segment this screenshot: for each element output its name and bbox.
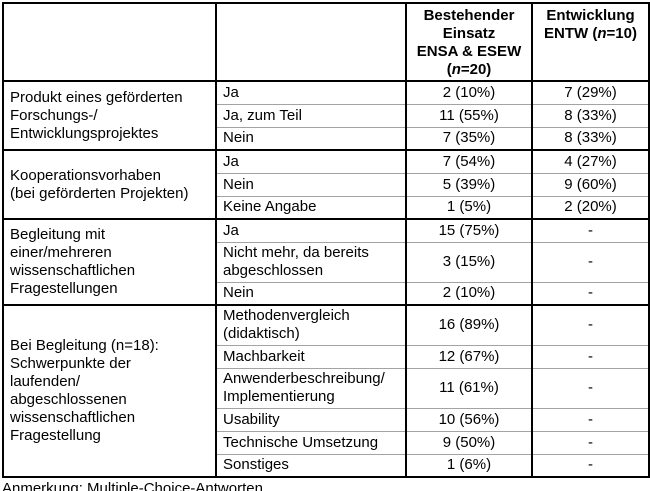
- value-ensa: 2 (10%): [405, 281, 533, 305]
- row-label: Anwenderbeschreibung/ Implementierung: [215, 367, 407, 408]
- row-label: Nein: [215, 281, 407, 305]
- group-label-begleitung: Begleitung mit einer/mehreren wissenscha…: [2, 218, 217, 305]
- table-row: Ja, zum Teil 11 (55%) 8 (33%): [3, 103, 650, 127]
- row-label: Nicht mehr, da bereits abgeschlossen: [215, 241, 407, 282]
- table-row: Usability 10 (56%) -: [3, 407, 650, 431]
- table-row: Nicht mehr, da bereits abgeschlossen 3 (…: [3, 241, 650, 282]
- value-ensa: 15 (75%): [405, 218, 533, 242]
- row-label: Machbarkeit: [215, 344, 407, 368]
- value-entw: 8 (33%): [531, 126, 650, 150]
- value-ensa: 7 (35%): [405, 126, 533, 150]
- value-ensa: 10 (56%): [405, 407, 533, 431]
- table-row: Kooperationsvorhaben (bei geförderten Pr…: [2, 149, 650, 219]
- value-entw: -: [531, 218, 650, 242]
- value-ensa: 3 (15%): [405, 241, 533, 282]
- row-label: Technische Umsetzung: [215, 430, 407, 454]
- value-entw: -: [531, 241, 650, 282]
- header-entw-n: ENTW (n=10): [544, 25, 637, 42]
- row-label: Ja: [215, 149, 407, 173]
- table-row: Anwenderbeschreibung/ Implementierung 11…: [3, 367, 650, 408]
- row-label: Ja: [215, 218, 407, 242]
- group-label-schwerpunkte: Bei Begleitung (n=18): Schwerpunkte der …: [2, 304, 217, 477]
- table-row: Begleitung mit einer/mehreren wissenscha…: [2, 218, 650, 305]
- row-label: Ja, zum Teil: [215, 103, 407, 127]
- value-ensa: 12 (67%): [405, 344, 533, 368]
- value-entw: 9 (60%): [531, 172, 650, 196]
- table-row: Machbarkeit 12 (67%) -: [3, 344, 650, 368]
- table-row: Keine Angabe 1 (5%) 2 (20%): [3, 195, 650, 219]
- n-variable: n: [597, 25, 607, 42]
- header-empty-option: [215, 3, 407, 82]
- value-entw: 2 (20%): [531, 195, 650, 219]
- table-row: Nein 2 (10%) -: [3, 281, 650, 305]
- header-ensa-line3: ENSA & ESEW: [416, 43, 522, 60]
- value-entw: -: [531, 430, 650, 454]
- header-ensa-line2: Einsatz: [442, 25, 496, 42]
- value-ensa: 11 (61%): [405, 367, 533, 408]
- value-entw: -: [531, 453, 650, 477]
- value-entw: -: [531, 344, 650, 368]
- value-entw: -: [531, 367, 650, 408]
- value-ensa: 16 (89%): [405, 304, 533, 345]
- row-label: Methodenvergleich (didaktisch): [215, 304, 407, 345]
- table-row: Nein 7 (35%) 8 (33%): [3, 126, 650, 150]
- header-empty-category: [2, 3, 217, 82]
- value-ensa: 1 (5%): [405, 195, 533, 219]
- row-label: Nein: [215, 126, 407, 150]
- table-row: Technische Umsetzung 9 (50%) -: [3, 430, 650, 454]
- table-row: Sonstiges 1 (6%) -: [3, 453, 650, 477]
- value-entw: -: [531, 281, 650, 305]
- header-col-ensa: Bestehender Einsatz ENSA & ESEW (n=20): [405, 3, 533, 82]
- header-ensa-line1: Bestehender: [423, 7, 515, 24]
- header-entw-line1: Entwicklung: [546, 7, 635, 24]
- results-table: Bestehender Einsatz ENSA & ESEW (n=20) E…: [2, 2, 650, 478]
- value-entw: -: [531, 407, 650, 431]
- n-variable: n: [451, 61, 461, 78]
- value-ensa: 7 (54%): [405, 149, 533, 173]
- table-row: Produkt eines geförderten Forschungs-/ E…: [2, 80, 650, 150]
- row-label: Keine Angabe: [215, 195, 407, 219]
- row-label: Ja: [215, 80, 407, 104]
- table-row: Bei Begleitung (n=18): Schwerpunkte der …: [2, 304, 650, 477]
- value-entw: 8 (33%): [531, 103, 650, 127]
- table-row: Nein 5 (39%) 9 (60%): [3, 172, 650, 196]
- value-ensa: 1 (6%): [405, 453, 533, 477]
- value-ensa: 2 (10%): [405, 80, 533, 104]
- value-ensa: 5 (39%): [405, 172, 533, 196]
- value-entw: 4 (27%): [531, 149, 650, 173]
- group-label-produkt: Produkt eines geförderten Forschungs-/ E…: [2, 80, 217, 150]
- header-col-entw: Entwicklung ENTW (n=10): [531, 3, 650, 82]
- value-entw: -: [531, 304, 650, 345]
- value-entw: 7 (29%): [531, 80, 650, 104]
- row-label: Usability: [215, 407, 407, 431]
- header-ensa-n: (n=20): [446, 61, 492, 78]
- value-ensa: 11 (55%): [405, 103, 533, 127]
- header-row: Bestehender Einsatz ENSA & ESEW (n=20) E…: [2, 3, 650, 82]
- row-label: Nein: [215, 172, 407, 196]
- group-label-kooperation: Kooperationsvorhaben (bei geförderten Pr…: [2, 149, 217, 219]
- row-label: Sonstiges: [215, 453, 407, 477]
- table-note: Anmerkung: Multiple-Choice-Antworten: [2, 480, 263, 491]
- value-ensa: 9 (50%): [405, 430, 533, 454]
